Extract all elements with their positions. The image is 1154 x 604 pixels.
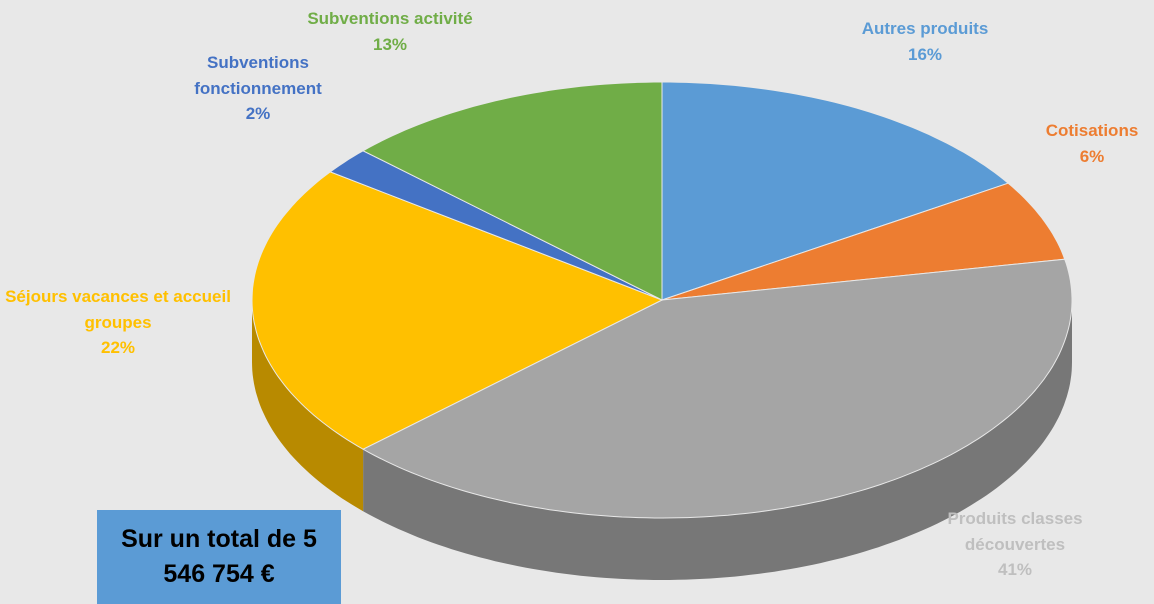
slice-label: Cotisations 6%: [1017, 118, 1154, 169]
slice-side: [252, 300, 364, 512]
slice: [251, 171, 664, 450]
slice: [661, 182, 1066, 301]
slice-label: Subventions activité 13%: [255, 6, 525, 57]
value-label: 13%: [372, 34, 408, 54]
slice-label: Séjours vacances et accueil groupes 22%: [3, 284, 233, 361]
slice: [362, 258, 1073, 519]
slice: [362, 81, 663, 301]
value-label: 41%: [997, 560, 1033, 579]
slice-label: Autres produits 16%: [815, 16, 1035, 67]
category-name: Autres produits: [861, 19, 989, 38]
category-name: Cotisations: [1045, 121, 1139, 140]
value-label: 16%: [907, 44, 943, 64]
category-name: Produits classes découvertes: [947, 509, 1083, 554]
category-name: Séjours vacances et accueil groupes: [5, 287, 231, 332]
slice: [329, 150, 663, 301]
value-label: 22%: [100, 338, 136, 357]
category-name: Subventions activité: [307, 9, 473, 28]
total-box: Sur un total de 5 546 754 €: [97, 510, 341, 604]
value-label: 2%: [245, 104, 271, 123]
slice: [661, 81, 1010, 301]
slice-side: [363, 300, 1073, 580]
slice-label: Subventions fonctionnement 2%: [163, 50, 353, 127]
value-label: 6%: [1079, 146, 1105, 166]
slice-label: Produits classes découvertes 41%: [920, 506, 1110, 583]
category-name: Subventions fonctionnement: [194, 53, 322, 98]
